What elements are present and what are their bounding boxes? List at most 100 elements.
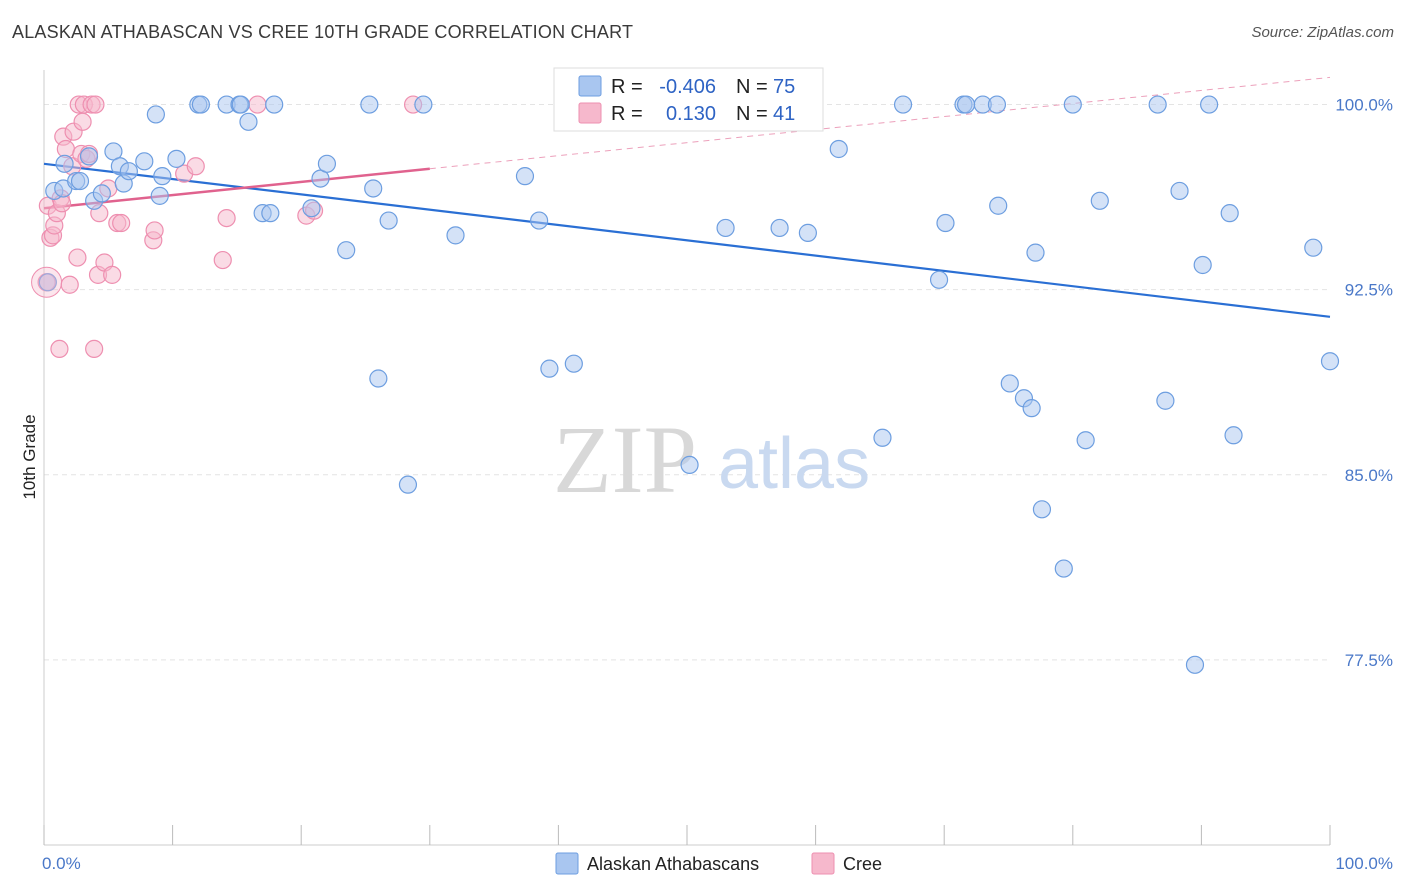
athabascan-point xyxy=(369,369,388,388)
athabascan-point xyxy=(92,184,111,203)
athabascan-point xyxy=(261,204,280,223)
chart-source: Source: ZipAtlas.com xyxy=(1251,24,1394,41)
correlation-legend: R = -0.406 N = 75 R = 0.130 N = 41 xyxy=(553,67,824,132)
athabascan-point xyxy=(414,95,433,114)
watermark-atlas: atlas xyxy=(718,424,870,504)
athabascan-point xyxy=(564,354,583,373)
chart-title: ALASKAN ATHABASCAN VS CREE 10TH GRADE CO… xyxy=(12,22,634,42)
legend-n-label-cree: N = xyxy=(736,103,768,125)
athabascan-point xyxy=(446,226,465,245)
cree-point xyxy=(217,208,236,228)
gridlines xyxy=(44,104,1330,661)
legend-r-value-athabascan: -0.406 xyxy=(659,76,716,98)
legend-swatch-athabascan xyxy=(578,75,602,97)
athabascan-point xyxy=(1185,655,1205,674)
legend-n-label-athabascan: N = xyxy=(736,76,768,98)
cree-point xyxy=(145,221,164,240)
athabascan-point xyxy=(829,139,848,159)
athabascan-point xyxy=(1026,243,1045,262)
cree-point xyxy=(112,213,131,233)
athabascan-point xyxy=(302,199,321,218)
y-tick-label: 100.0% xyxy=(1335,96,1393,115)
legend-n-value-athabascan: 75 xyxy=(773,76,795,98)
athabascan-point xyxy=(716,218,735,238)
cree-trend-extension xyxy=(429,76,1331,170)
cree-point xyxy=(50,339,69,359)
athabascan-point xyxy=(1032,500,1052,519)
athabascan-point xyxy=(893,95,913,114)
y-axis-title: 10th Grade xyxy=(20,414,39,499)
athabascan-point xyxy=(135,152,154,171)
athabascan-point xyxy=(1000,374,1019,393)
athabascan-point xyxy=(70,171,90,191)
athabascan-point xyxy=(1320,352,1340,371)
data-points xyxy=(31,95,1340,674)
athabascan-point xyxy=(55,154,74,173)
athabascan-point xyxy=(1076,431,1095,450)
athabascan-point xyxy=(929,270,949,289)
athabascan-point xyxy=(1022,399,1041,418)
cree-point xyxy=(86,95,105,114)
athabascan-point xyxy=(1224,426,1243,445)
athabascan-point xyxy=(79,147,99,166)
athabascan-point xyxy=(150,186,169,205)
y-tick-label: 85.0% xyxy=(1345,466,1393,485)
athabascan-point xyxy=(515,167,535,186)
athabascan-point xyxy=(153,167,172,186)
athabascan-point xyxy=(530,211,549,230)
x-tick-label-min: 0.0% xyxy=(42,854,81,873)
y-tick-label: 77.5% xyxy=(1345,651,1393,670)
trend-lines xyxy=(43,76,1331,318)
athabascan-point xyxy=(680,455,699,475)
athabascan-point xyxy=(146,105,165,124)
cree-point xyxy=(73,112,92,131)
cree-trend-line xyxy=(43,167,430,210)
athabascan-point xyxy=(1193,255,1212,275)
athabascan-point xyxy=(265,95,284,114)
athabascan-point xyxy=(873,428,892,447)
athabascan-point xyxy=(989,196,1008,215)
athabascan-point xyxy=(231,95,250,114)
athabascan-point xyxy=(770,218,789,238)
cree-point xyxy=(248,95,267,114)
athabascan-point xyxy=(1170,181,1189,201)
athabascan-point xyxy=(936,213,955,233)
athabascan-point xyxy=(956,95,976,114)
athabascan-point xyxy=(1200,95,1219,114)
y-tick-label: 92.5% xyxy=(1345,281,1393,300)
legend-r-value-cree: 0.130 xyxy=(666,103,716,125)
cree-point xyxy=(68,248,87,267)
athabascan-point xyxy=(540,359,559,378)
athabascan-point xyxy=(1090,191,1109,210)
athabascan-trend-line xyxy=(43,162,1331,318)
legend-swatch-cree xyxy=(578,102,602,124)
athabascan-point xyxy=(317,154,337,173)
cree-cluster-point xyxy=(31,266,63,298)
athabascan-point xyxy=(167,149,186,168)
tick-labels: 77.5% 85.0% 92.5% 100.0% 0.0% 100.0% xyxy=(42,96,1393,873)
athabascan-point xyxy=(364,179,383,198)
watermark-zip: ZIP xyxy=(553,406,697,513)
legend-r-label-cree: R = xyxy=(611,103,643,125)
cree-point xyxy=(60,275,79,294)
athabascan-point xyxy=(379,211,398,230)
cree-point xyxy=(186,157,205,176)
series-legend-label-cree: Cree xyxy=(843,854,882,874)
cree-point xyxy=(103,265,122,284)
athabascan-point xyxy=(1220,204,1239,223)
athabascan-point xyxy=(1063,95,1082,114)
series-legend-swatch-cree xyxy=(811,852,835,875)
athabascan-point xyxy=(191,95,210,114)
cree-point xyxy=(213,250,232,270)
legend-n-value-cree: 41 xyxy=(773,103,795,125)
athabascan-point xyxy=(1304,238,1323,257)
series-legend-swatch-athabascan xyxy=(555,852,579,875)
athabascan-point xyxy=(1148,95,1167,114)
athabascan-point xyxy=(798,223,817,242)
cree-point xyxy=(85,339,104,359)
x-tick-label-max: 100.0% xyxy=(1335,854,1393,873)
series-legend: Alaskan Athabascans Cree xyxy=(555,852,882,875)
athabascan-point xyxy=(337,241,356,260)
athabascan-point xyxy=(38,273,57,292)
